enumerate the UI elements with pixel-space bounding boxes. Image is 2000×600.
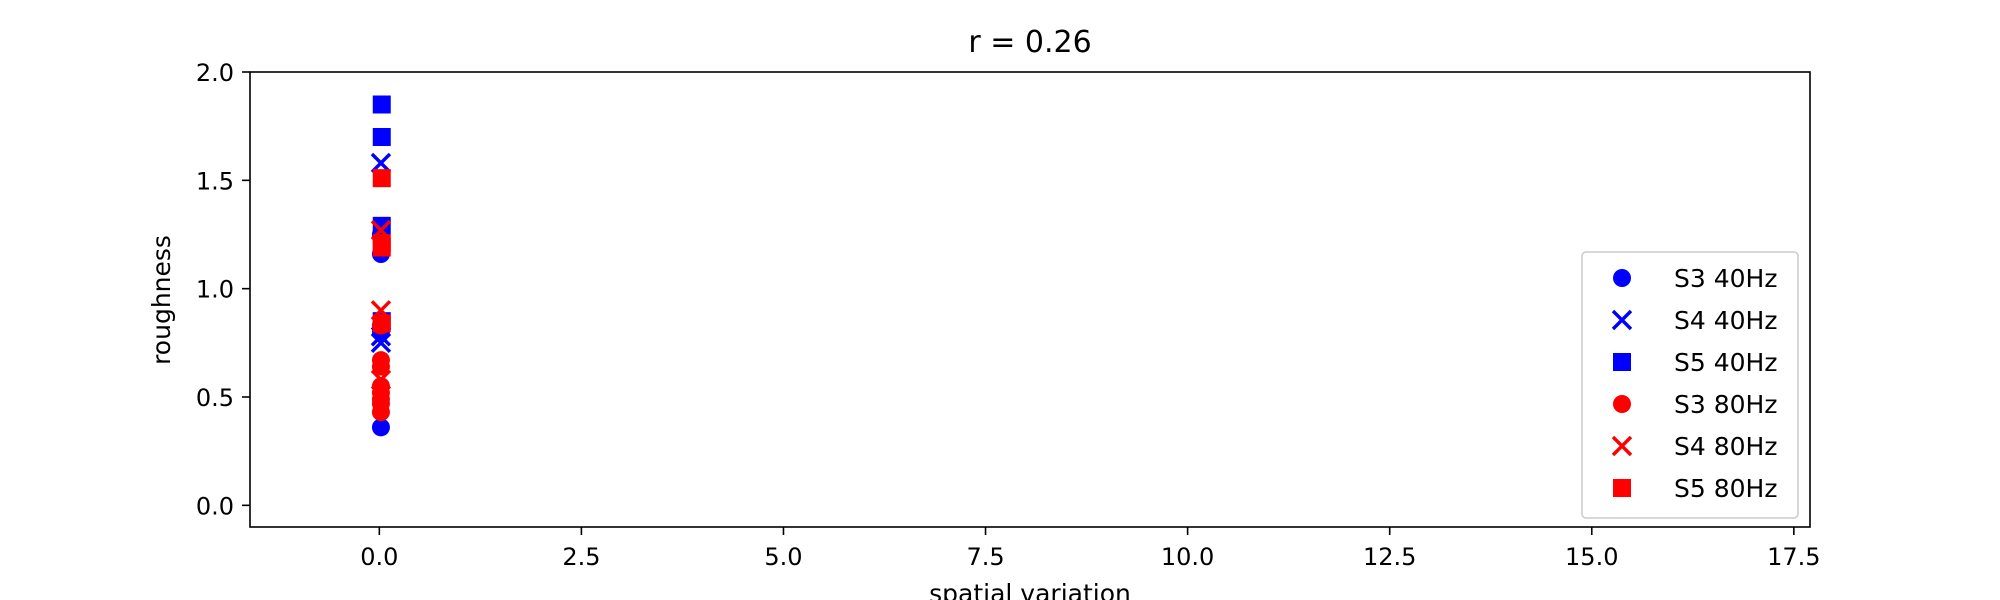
legend-label: S3 80Hz <box>1674 390 1777 419</box>
data-point <box>371 351 390 370</box>
legend-label: S5 80Hz <box>1674 474 1777 503</box>
data-points <box>370 95 392 437</box>
legend-label: S4 80Hz <box>1674 432 1777 461</box>
legend-marker <box>1613 353 1631 371</box>
x-tick-label: 17.5 <box>1767 543 1820 571</box>
data-point <box>371 418 390 437</box>
data-point <box>370 369 392 390</box>
data-point <box>372 314 391 333</box>
data-point <box>372 216 391 235</box>
y-axis-label: roughness <box>147 235 176 365</box>
legend-marker <box>1613 479 1631 497</box>
legend-label: S4 40Hz <box>1674 306 1777 335</box>
axis-ticks: 0.0 2.5 5.0 7.5 10.0 12.5 15.0 17.5 0.0 0.5 1.0 1.5… <box>196 59 1821 571</box>
data-point <box>372 128 391 146</box>
x-axis-label: spatial variation <box>929 579 1131 600</box>
data-point <box>370 332 392 354</box>
x-tick-label: 2.5 <box>562 543 600 571</box>
x-tick-label: 15.0 <box>1565 543 1618 571</box>
x-tick-label: 7.5 <box>966 543 1004 571</box>
data-point <box>372 169 391 188</box>
legend: S3 40Hz S4 40Hz S5 40Hz S3 80Hz S4 80Hz S5 80… <box>1581 251 1799 519</box>
legend-marker <box>1613 269 1631 287</box>
x-tick-label: 10.0 <box>1161 543 1214 571</box>
y-tick-label: 1.5 <box>196 167 234 195</box>
y-tick-label: 0.0 <box>196 492 234 520</box>
y-tick-label: 2.0 <box>196 59 234 87</box>
data-point <box>371 377 390 396</box>
y-tick-label: 1.0 <box>196 276 234 304</box>
legend-label: S5 40Hz <box>1674 348 1777 377</box>
data-point <box>370 152 392 174</box>
x-tick-label: 12.5 <box>1363 543 1416 571</box>
x-tick-label: 0.0 <box>360 543 398 571</box>
data-point <box>372 95 391 114</box>
data-point <box>372 234 391 253</box>
legend-marker <box>1611 309 1633 331</box>
x-tick-label: 5.0 <box>764 543 802 571</box>
y-tick-label: 0.5 <box>196 384 234 412</box>
plot-area <box>249 71 1811 528</box>
chart-title: r = 0.26 <box>968 25 1091 60</box>
legend-label: S3 40Hz <box>1674 264 1777 293</box>
legend-marker <box>1613 395 1631 413</box>
legend-marker <box>1611 435 1633 457</box>
legend-frame <box>1581 251 1799 519</box>
